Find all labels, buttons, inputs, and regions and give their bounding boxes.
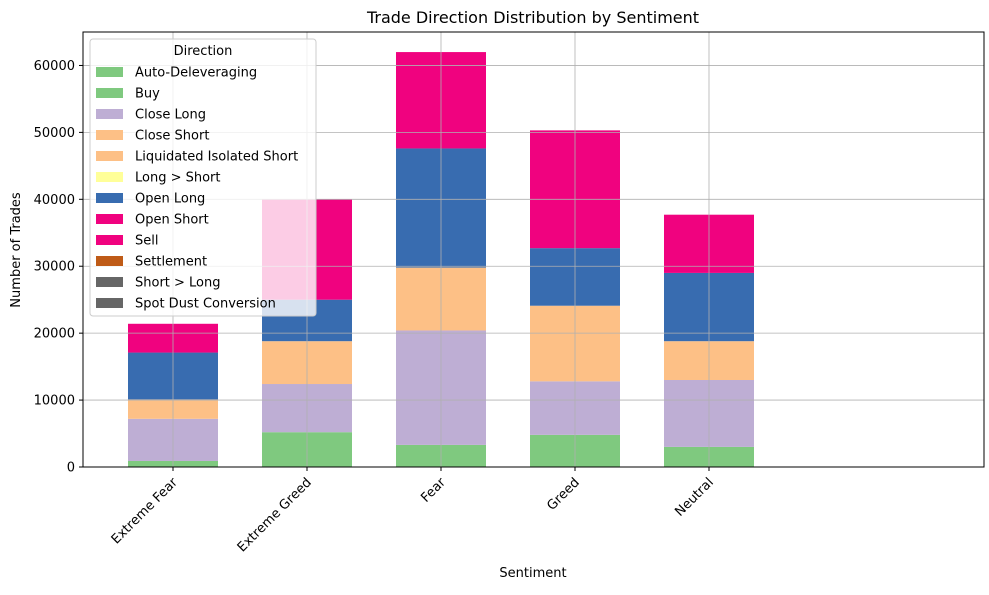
legend-label: Short > Long xyxy=(135,276,221,291)
legend-label: Spot Dust Conversion xyxy=(135,297,276,312)
legend-swatch xyxy=(96,256,123,266)
legend-box xyxy=(89,38,317,317)
legend-label: Open Long xyxy=(135,192,205,207)
x-tick-label: Neutral xyxy=(672,475,717,520)
legend-swatch xyxy=(96,88,123,98)
legend-label: Buy xyxy=(135,87,160,102)
legend-swatch xyxy=(96,298,123,308)
legend-swatch xyxy=(96,172,123,182)
legend-swatch xyxy=(96,235,123,245)
legend-label: Close Short xyxy=(135,129,209,144)
chart-title: Trade Direction Distribution by Sentimen… xyxy=(366,8,699,27)
legend-title: Direction xyxy=(174,44,233,59)
legend-swatch xyxy=(96,214,123,224)
legend: Direction Auto-Deleveraging Buy Close Long C… xyxy=(89,38,317,317)
legend-label: Auto-Deleveraging xyxy=(135,66,257,81)
y-tick-label: 30000 xyxy=(34,260,75,275)
legend-label: Liquidated Isolated Short xyxy=(135,150,298,165)
plot-area: 0 10000 20000 30000 40000 50000 60000 Extreme F… xyxy=(34,31,985,555)
legend-swatch xyxy=(96,193,123,203)
y-tick-label: 60000 xyxy=(34,59,75,74)
legend-label: Sell xyxy=(135,234,158,249)
x-tick-label: Extreme Fear xyxy=(109,475,182,548)
x-tick-label: Fear xyxy=(418,475,449,506)
y-tick-label: 10000 xyxy=(34,394,75,409)
legend-label: Settlement xyxy=(135,255,207,270)
x-tick-label: Greed xyxy=(544,475,582,513)
legend-swatch xyxy=(96,109,123,119)
x-axis-label: Sentiment xyxy=(499,566,566,581)
legend-swatch xyxy=(96,130,123,140)
y-tick-label: 0 xyxy=(67,461,75,476)
legend-swatch xyxy=(96,67,123,77)
legend-label: Close Long xyxy=(135,108,206,123)
legend-label: Long > Short xyxy=(135,171,221,186)
legend-swatch xyxy=(96,151,123,161)
legend-label: Open Short xyxy=(135,213,209,228)
y-axis-label: Number of Trades xyxy=(9,192,24,308)
y-tick-label: 40000 xyxy=(34,193,75,208)
y-tick-label: 50000 xyxy=(34,126,75,141)
axes-frame xyxy=(82,31,985,468)
x-tick-label: Extreme Greed xyxy=(235,475,315,555)
y-tick-label: 20000 xyxy=(34,327,75,342)
legend-swatch xyxy=(96,277,123,287)
